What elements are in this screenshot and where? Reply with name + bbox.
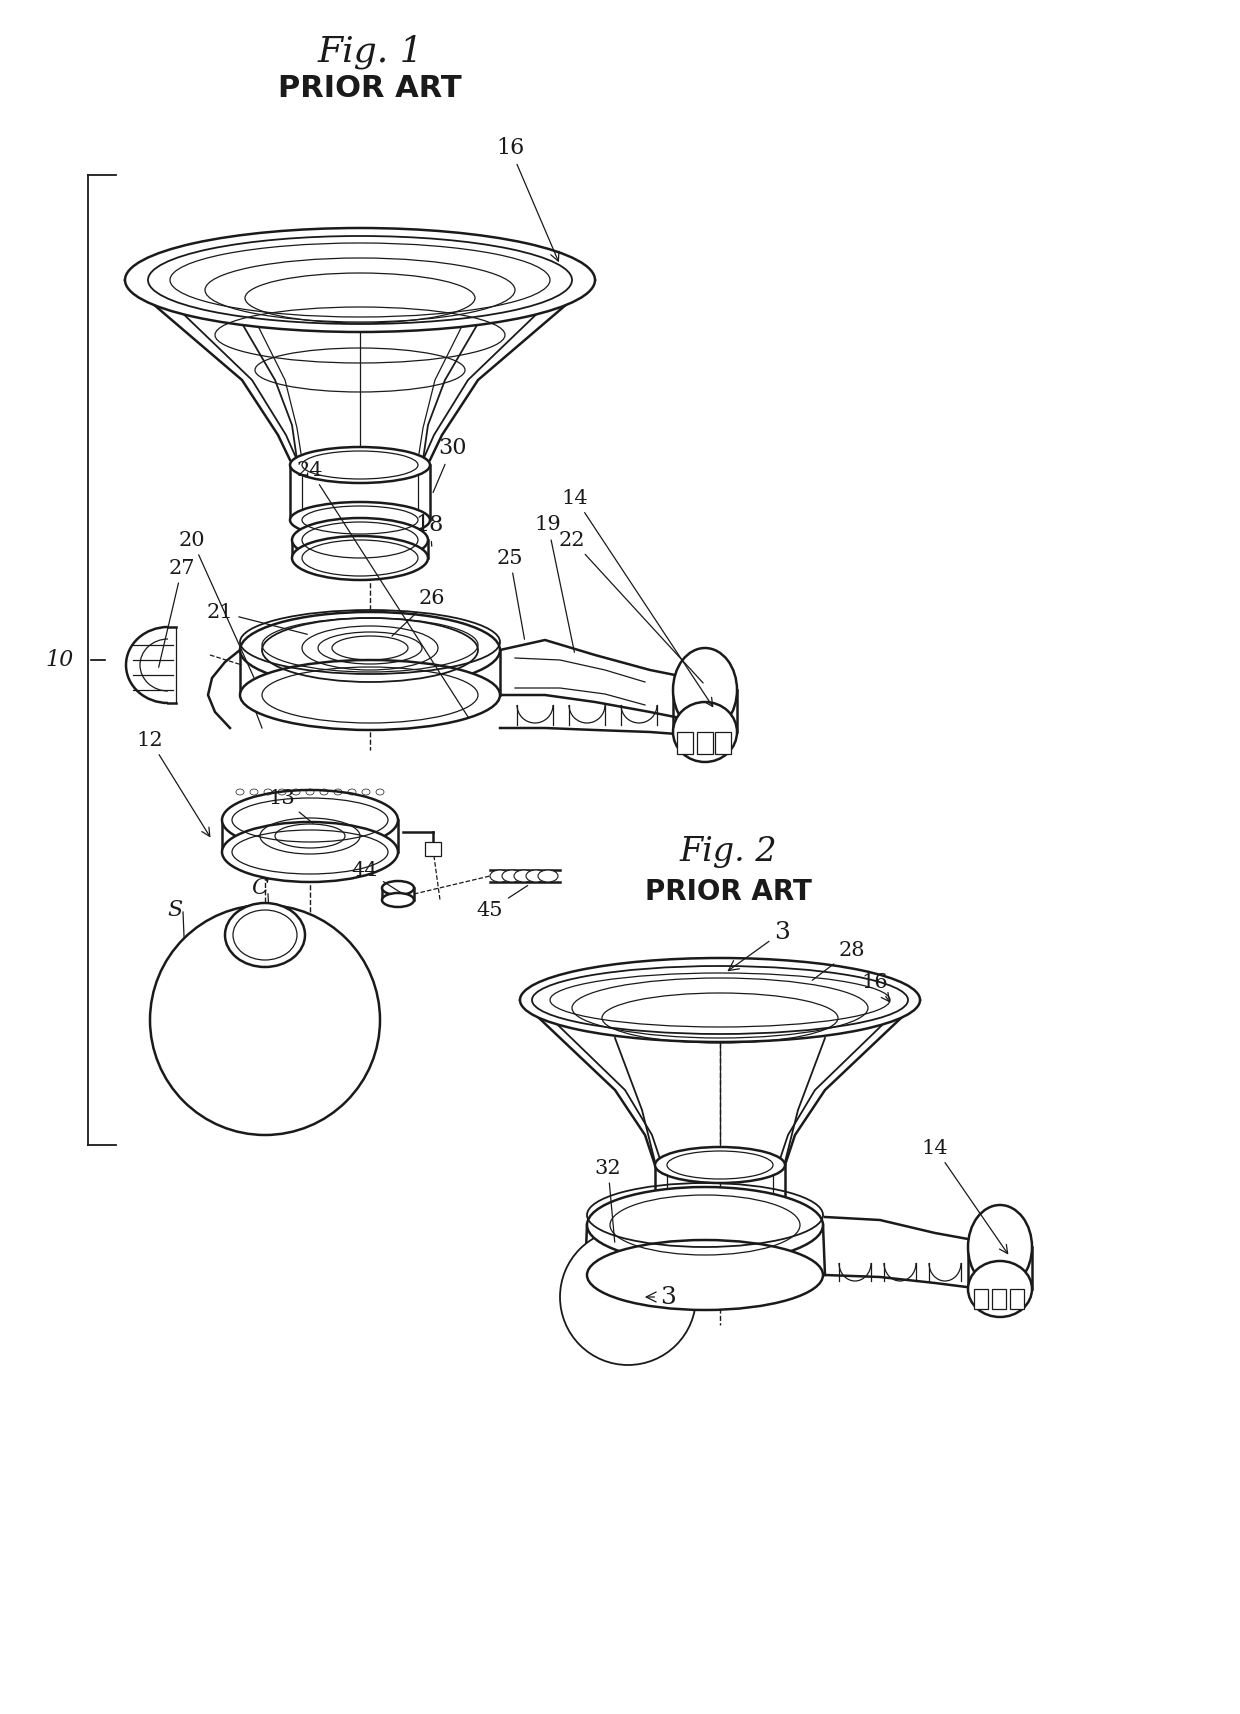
Text: 19: 19 [534,516,574,653]
Text: 14: 14 [562,488,713,706]
Ellipse shape [587,1188,823,1263]
Ellipse shape [673,648,737,732]
Text: 14: 14 [921,1138,1008,1253]
Text: 10: 10 [46,650,74,670]
Ellipse shape [502,871,522,883]
Text: 16: 16 [496,137,559,261]
Ellipse shape [222,823,398,883]
Text: 24: 24 [296,461,469,718]
Text: 27: 27 [159,559,195,667]
Ellipse shape [290,502,430,538]
Ellipse shape [125,228,595,333]
Ellipse shape [291,518,428,562]
Text: PRIOR ART: PRIOR ART [645,878,811,907]
Text: 28: 28 [812,941,866,980]
Text: Fig. 1: Fig. 1 [317,34,423,69]
Ellipse shape [587,1239,823,1309]
Ellipse shape [222,790,398,850]
Text: 25: 25 [497,548,525,639]
Bar [425,842,441,855]
Text: Fig. 2: Fig. 2 [680,836,776,867]
Bar [1011,1289,1024,1309]
Ellipse shape [490,871,510,883]
Bar [992,1289,1006,1309]
Bar [715,732,732,754]
Text: 3: 3 [646,1286,676,1308]
Text: 32: 32 [595,1159,621,1243]
Text: S: S [167,900,182,920]
Text: 44: 44 [352,860,401,893]
Text: 45: 45 [476,886,528,919]
Ellipse shape [526,871,546,883]
Text: 22: 22 [559,531,703,682]
Text: 18: 18 [415,514,444,547]
Text: 12: 12 [136,730,210,836]
Text: 20: 20 [179,531,254,677]
Bar [973,1289,988,1309]
Ellipse shape [673,703,737,763]
Ellipse shape [655,1202,785,1238]
Ellipse shape [382,881,414,895]
Ellipse shape [520,958,920,1042]
Ellipse shape [382,893,414,907]
Text: 13: 13 [269,788,312,823]
Text: PRIOR ART: PRIOR ART [278,74,461,103]
Text: 3: 3 [728,920,790,970]
Ellipse shape [224,903,305,967]
Text: 30: 30 [433,437,466,492]
Ellipse shape [538,871,558,883]
Ellipse shape [515,871,534,883]
Text: 26: 26 [392,588,445,636]
Bar [697,732,713,754]
Circle shape [560,1229,696,1364]
Bar [677,732,693,754]
Ellipse shape [291,536,428,579]
Ellipse shape [968,1262,1032,1316]
Ellipse shape [241,660,500,730]
Ellipse shape [968,1205,1032,1289]
Text: C: C [252,878,269,900]
Text: 16: 16 [862,972,889,1001]
Text: 21: 21 [207,603,308,634]
Ellipse shape [655,1147,785,1183]
Circle shape [150,905,379,1135]
Ellipse shape [241,612,500,687]
Ellipse shape [290,447,430,483]
